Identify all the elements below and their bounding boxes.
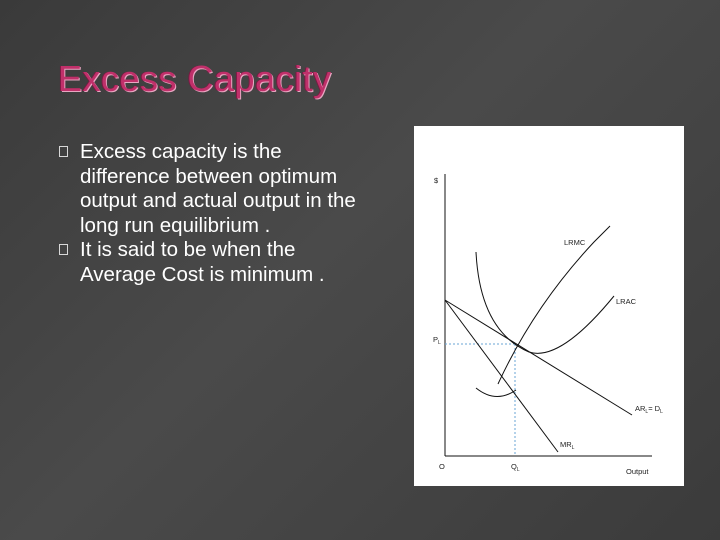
lrac-curve [497,225,611,385]
lrmc-label: LRMC [564,238,586,247]
bullet-square-icon [59,244,68,255]
quantity-label: QL [511,462,520,473]
slide-title: Excess Capacity [58,58,332,99]
origin-label: O [439,462,445,471]
bullet-item: Excess capacity is the difference betwee… [59,140,362,238]
y-axis-label: $ [434,176,439,185]
short-run-cost-curve [475,387,517,397]
bullet-text: It is said to be when the Average Cost i… [80,238,325,286]
x-axis-label: Output [626,467,649,476]
bullet-text: Excess capacity is the difference betwee… [80,140,356,237]
bullet-list: Excess capacity is the difference betwee… [59,140,362,287]
lrac-label: LRAC [616,297,637,306]
bullet-item: It is said to be when the Average Cost i… [59,238,362,287]
diagram-svg: $ O Output LRMC LRAC PL QL ARL= DL MRL [433,174,663,476]
ar-demand-curve [444,299,633,416]
price-label: PL [433,335,441,346]
bullet-square-icon [59,146,68,157]
ar-demand-label: ARL= DL [635,404,663,415]
economics-diagram: $ O Output LRMC LRAC PL QL ARL= DL MRL [414,126,684,486]
mr-label: MRL [560,440,575,451]
mr-curve [444,299,559,453]
